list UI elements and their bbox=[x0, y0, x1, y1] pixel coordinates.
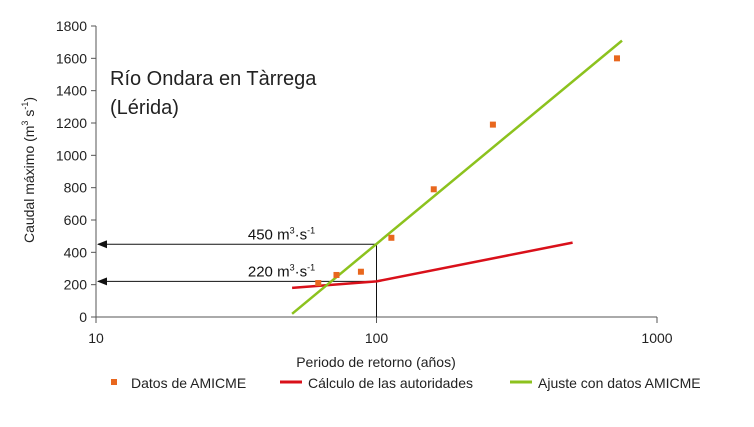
y-tick-label: 1000 bbox=[56, 147, 87, 163]
axes bbox=[91, 25, 658, 323]
data-point bbox=[357, 268, 364, 275]
legend-label-calculo-autoridades: Cálculo de las autoridades bbox=[308, 375, 473, 391]
x-axis-title: Periodo de retorno (años) bbox=[296, 354, 456, 370]
y-tick-label: 200 bbox=[64, 277, 88, 293]
y-tick-label: 0 bbox=[79, 309, 87, 325]
data-point bbox=[430, 186, 437, 193]
series-line-2 bbox=[291, 39, 623, 315]
y-tick-label: 600 bbox=[64, 212, 88, 228]
legend: Datos de AMICME Cálculo de las autoridad… bbox=[111, 375, 701, 391]
data-point bbox=[388, 234, 395, 241]
legend-marker-datos-amicme bbox=[111, 379, 117, 385]
y-tick-label: 400 bbox=[64, 244, 88, 260]
tick-labels: 0 200 400 600 800 1000 1200 1400 1600 1800 10 100 10… bbox=[56, 18, 673, 346]
chart-title-line-1: Río Ondara en Tàrrega bbox=[110, 68, 317, 90]
legend-label-ajuste-amicme: Ajuste con datos AMICME bbox=[538, 375, 701, 391]
annotation-label-450: 450 m3·s-1 bbox=[248, 225, 315, 243]
series-layer bbox=[291, 39, 623, 315]
y-tick-label: 1400 bbox=[56, 83, 87, 99]
legend-label-datos-amicme: Datos de AMICME bbox=[131, 375, 246, 391]
y-axis-title: Caudal máximo (m3 s-1) bbox=[20, 97, 37, 243]
chart-title-line-2: (Lérida) bbox=[110, 97, 179, 119]
data-point bbox=[315, 280, 322, 287]
y-tick-label: 1800 bbox=[56, 18, 87, 34]
annotations: 450 m3·s-1 220 m3·s-1 bbox=[97, 225, 377, 317]
y-tick-label: 800 bbox=[64, 180, 88, 196]
x-tick-label: 10 bbox=[88, 330, 104, 346]
data-point bbox=[489, 121, 496, 128]
x-tick-label: 100 bbox=[365, 330, 389, 346]
y-tick-label: 1600 bbox=[56, 50, 87, 66]
data-point bbox=[613, 55, 620, 62]
x-tick-label: 1000 bbox=[641, 330, 672, 346]
annotation-label-220: 220 m3·s-1 bbox=[248, 262, 315, 280]
y-tick-label: 1200 bbox=[56, 115, 87, 131]
data-point bbox=[333, 271, 340, 278]
